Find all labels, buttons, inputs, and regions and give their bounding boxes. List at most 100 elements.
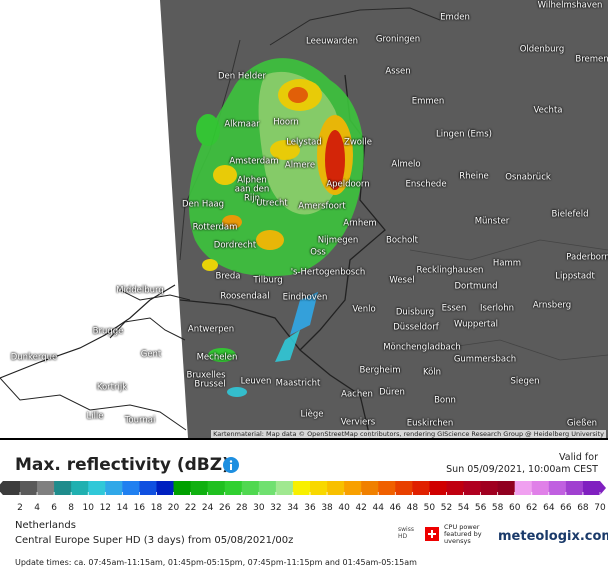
city-label: Middelburg: [116, 285, 164, 296]
scale-segment: [531, 481, 550, 495]
legend-title: Max. reflectivity (dBZ): [15, 455, 230, 475]
scale-segment: [548, 481, 567, 495]
scale-segment: [497, 481, 516, 495]
scale-segment: [173, 481, 192, 495]
city-label: Almelo: [391, 159, 421, 170]
scale-tick-label: 58: [492, 503, 504, 513]
city-label: Bielefeld: [551, 209, 589, 220]
scale-tick-label: 32: [270, 503, 281, 513]
scale-segment: [190, 481, 209, 495]
city-label: Düsseldorf: [393, 322, 439, 333]
info-icon[interactable]: [222, 456, 240, 474]
scale-segment: [139, 481, 157, 495]
city-label: Apeldoorn: [326, 179, 370, 190]
city-label: Mönchengladbach: [383, 342, 461, 353]
scale-tick-label: 8: [68, 503, 74, 513]
city-label: Hoorn: [273, 117, 299, 128]
city-label: Bremen: [575, 54, 608, 65]
scale-segment: [292, 481, 311, 495]
city-label: Köln: [422, 367, 442, 378]
scale-segment: [241, 481, 260, 495]
city-label: Almere: [284, 160, 316, 171]
city-label: Münster: [474, 216, 510, 227]
scale-tick-label: 62: [526, 503, 537, 513]
scale-segment: [20, 481, 38, 495]
scale-tick-label: 4: [34, 503, 40, 513]
city-label: Dordrecht: [213, 240, 257, 251]
scale-segment: [327, 481, 345, 495]
city-label: Gent: [140, 349, 162, 360]
city-label: Düren: [379, 387, 405, 398]
scale-segment: [224, 481, 243, 495]
scale-tick-label: 22: [185, 503, 196, 513]
city-label: Mechelen: [196, 352, 238, 363]
map-attribution: Kartenmaterial: Map data © OpenStreetMap…: [211, 430, 606, 438]
city-label: Venlo: [352, 304, 376, 315]
city-label: Den Helder: [218, 71, 266, 82]
scale-segment: [105, 481, 123, 495]
city-label: 's-Hertogenbosch: [290, 267, 366, 278]
scale-segment: [122, 481, 140, 495]
city-label: Bergheim: [359, 365, 401, 376]
color-scale: 2 4 6 8 10 12 14 16 18 20 22 24 26 28 30 32 34 36 38 40 42 44…: [0, 481, 606, 513]
city-label: Rotterdam: [192, 222, 238, 233]
scale-tick-label: 42: [355, 503, 366, 513]
scale-tick-label: 38: [321, 503, 333, 513]
city-label: Arnsberg: [532, 300, 572, 311]
scale-segment: [480, 481, 499, 495]
city-label: Emden: [440, 12, 470, 23]
radar-map[interactable]: Emden Wilhelmshaven Leeuwarden Groningen Old…: [0, 0, 608, 440]
scale-tick-label: 40: [338, 503, 350, 513]
scale-tick-label: 6: [51, 503, 57, 513]
scale-tick-label: 2: [17, 503, 23, 513]
site-logo[interactable]: meteologix.com: [498, 529, 608, 544]
scale-segment: [54, 481, 72, 495]
scale-tick-label: 26: [219, 503, 231, 513]
city-label: Den Haag: [181, 199, 225, 210]
scale-tick-label: 12: [100, 503, 111, 513]
scale-tick-label: 52: [441, 503, 452, 513]
city-label: Zwolle: [344, 137, 372, 148]
city-label: Groningen: [375, 34, 421, 45]
update-times: Update times: ca. 07:45am-11:15am, 01:45…: [15, 558, 417, 567]
swiss-badge: swiss HD: [398, 526, 414, 540]
city-label: Breda: [215, 271, 241, 282]
valid-time: Sun 05/09/2021, 10:00am CEST: [446, 464, 598, 475]
city-label: Utrecht: [256, 198, 288, 209]
city-label: Roosendaal: [220, 291, 270, 302]
scale-segment: [207, 481, 226, 495]
city-label: Amsterdam: [229, 156, 279, 167]
scale-segment: [412, 481, 430, 495]
scale-tick-label: 28: [236, 503, 248, 513]
scale-segment: [0, 481, 20, 495]
city-label: Wuppertal: [454, 319, 498, 330]
scale-segment: [258, 481, 277, 495]
city-label: Recklinghausen: [416, 265, 484, 276]
city-label: Paderborn: [566, 252, 608, 263]
valid-label: Valid for: [559, 452, 598, 463]
city-label: Alphen aan den Rijn: [234, 175, 270, 204]
city-label: Wilhelmshaven: [537, 0, 603, 11]
city-label: Maastricht: [275, 378, 321, 389]
scale-tick-label: 14: [117, 503, 129, 513]
scale-tick-label: 20: [168, 503, 180, 513]
scale-tick-label: 10: [83, 503, 95, 513]
city-label: Lingen (Ems): [436, 129, 492, 140]
city-label: Assen: [385, 66, 411, 77]
scale-segment: [463, 481, 482, 495]
city-label: Kortrijk: [96, 382, 128, 393]
city-label: Antwerpen: [187, 324, 235, 335]
scale-tick-label: 50: [424, 503, 436, 513]
scale-tick-label: 24: [202, 503, 214, 513]
scale-segment: [429, 481, 447, 495]
scale-tick-label: 18: [151, 503, 163, 513]
scale-tick-label: 66: [560, 503, 572, 513]
city-label: Oss: [310, 247, 326, 258]
city-label: Enschede: [405, 179, 447, 190]
scale-segment: [514, 481, 533, 495]
city-label: Bruxelles: [186, 370, 226, 381]
city-label: Tournai: [124, 415, 156, 426]
city-label: Liège: [300, 409, 324, 420]
scale-segment: [565, 481, 584, 495]
